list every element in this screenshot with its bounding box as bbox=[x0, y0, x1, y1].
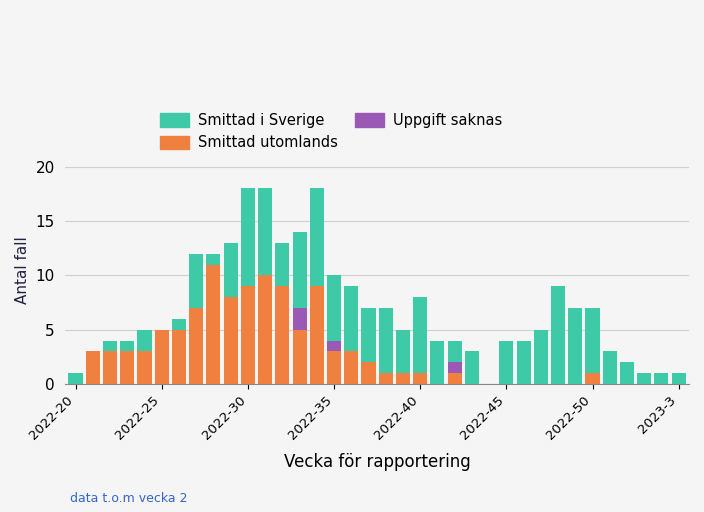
X-axis label: Vecka för rapportering: Vecka för rapportering bbox=[284, 454, 470, 472]
Bar bbox=[292, 308, 307, 330]
Bar bbox=[103, 340, 117, 351]
Bar bbox=[120, 351, 134, 384]
Bar bbox=[654, 373, 669, 384]
Bar bbox=[672, 373, 686, 384]
Text: data t.o.m vecka 2: data t.o.m vecka 2 bbox=[70, 492, 188, 505]
Bar bbox=[275, 243, 289, 286]
Bar bbox=[103, 351, 117, 384]
Bar bbox=[534, 330, 548, 384]
Bar bbox=[379, 308, 393, 373]
Bar bbox=[448, 373, 462, 384]
Bar bbox=[499, 340, 513, 384]
Bar bbox=[603, 351, 617, 384]
Bar bbox=[361, 362, 375, 384]
Bar bbox=[86, 351, 100, 384]
Bar bbox=[224, 297, 238, 384]
Bar bbox=[620, 362, 634, 384]
Bar bbox=[448, 362, 462, 373]
Bar bbox=[258, 275, 272, 384]
Bar bbox=[68, 373, 82, 384]
Bar bbox=[344, 351, 358, 384]
Bar bbox=[465, 351, 479, 384]
Bar bbox=[327, 340, 341, 351]
Bar bbox=[430, 340, 444, 384]
Bar bbox=[224, 243, 238, 297]
Bar bbox=[172, 330, 186, 384]
Bar bbox=[206, 265, 220, 384]
Bar bbox=[292, 330, 307, 384]
Legend: Smittad i Sverige, Smittad utomlands, Uppgift saknas: Smittad i Sverige, Smittad utomlands, Up… bbox=[160, 113, 502, 150]
Bar bbox=[637, 373, 651, 384]
Bar bbox=[413, 373, 427, 384]
Bar bbox=[206, 253, 220, 265]
Bar bbox=[551, 286, 565, 384]
Bar bbox=[258, 188, 272, 275]
Bar bbox=[241, 286, 255, 384]
Bar bbox=[361, 308, 375, 362]
Bar bbox=[172, 319, 186, 330]
Bar bbox=[413, 297, 427, 373]
Bar bbox=[241, 188, 255, 286]
Bar bbox=[379, 373, 393, 384]
Bar bbox=[396, 373, 410, 384]
Bar bbox=[448, 340, 462, 362]
Bar bbox=[396, 330, 410, 373]
Bar bbox=[155, 330, 169, 384]
Bar bbox=[327, 351, 341, 384]
Bar bbox=[189, 253, 203, 308]
Bar bbox=[137, 351, 151, 384]
Bar bbox=[586, 373, 600, 384]
Bar bbox=[310, 188, 324, 286]
Bar bbox=[517, 340, 531, 384]
Bar bbox=[344, 286, 358, 351]
Y-axis label: Antal fall: Antal fall bbox=[15, 236, 30, 304]
Bar bbox=[275, 286, 289, 384]
Bar bbox=[137, 330, 151, 351]
Bar bbox=[310, 286, 324, 384]
Bar bbox=[120, 340, 134, 351]
Bar bbox=[327, 275, 341, 340]
Bar bbox=[189, 308, 203, 384]
Bar bbox=[586, 308, 600, 373]
Bar bbox=[292, 232, 307, 308]
Bar bbox=[568, 308, 582, 384]
